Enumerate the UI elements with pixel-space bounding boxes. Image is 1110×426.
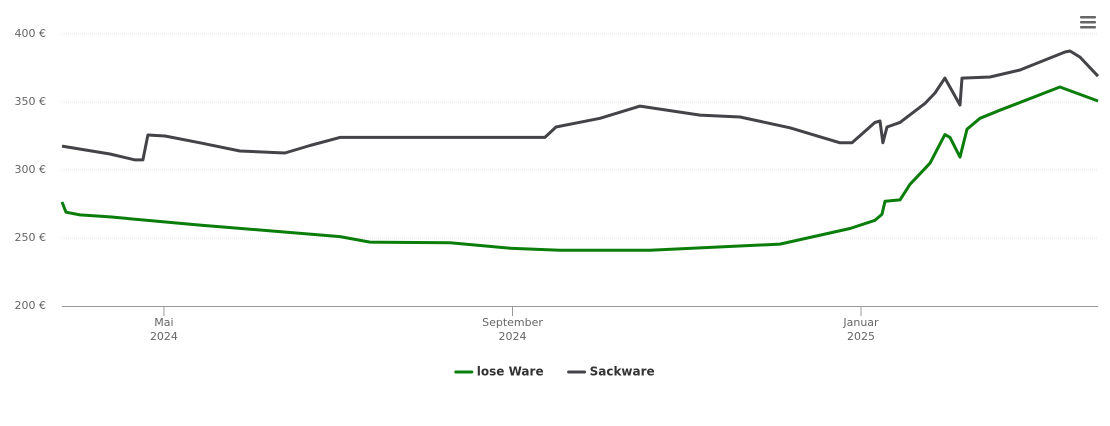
x-tick-label: 2025 bbox=[847, 330, 875, 343]
y-tick-label: 350 € bbox=[15, 95, 47, 108]
x-tick-label: Januar bbox=[842, 316, 879, 329]
line bbox=[61, 49, 1100, 162]
y-tick-label: 250 € bbox=[15, 231, 47, 244]
x-tick-label: 2024 bbox=[150, 330, 178, 343]
y-tick-label: 200 € bbox=[15, 299, 47, 312]
x-tick-label: Mai bbox=[154, 316, 173, 329]
x-tick-label: 2024 bbox=[499, 330, 527, 343]
menu-button[interactable] bbox=[1080, 16, 1096, 29]
line bbox=[60, 85, 1099, 252]
x-tick-label: September bbox=[482, 316, 543, 329]
legend-label[interactable]: Sackware bbox=[590, 365, 655, 379]
y-tick-label: 300 € bbox=[15, 163, 47, 176]
y-tick-label: 400 € bbox=[15, 27, 47, 40]
legend-label[interactable]: lose Ware bbox=[477, 365, 544, 379]
